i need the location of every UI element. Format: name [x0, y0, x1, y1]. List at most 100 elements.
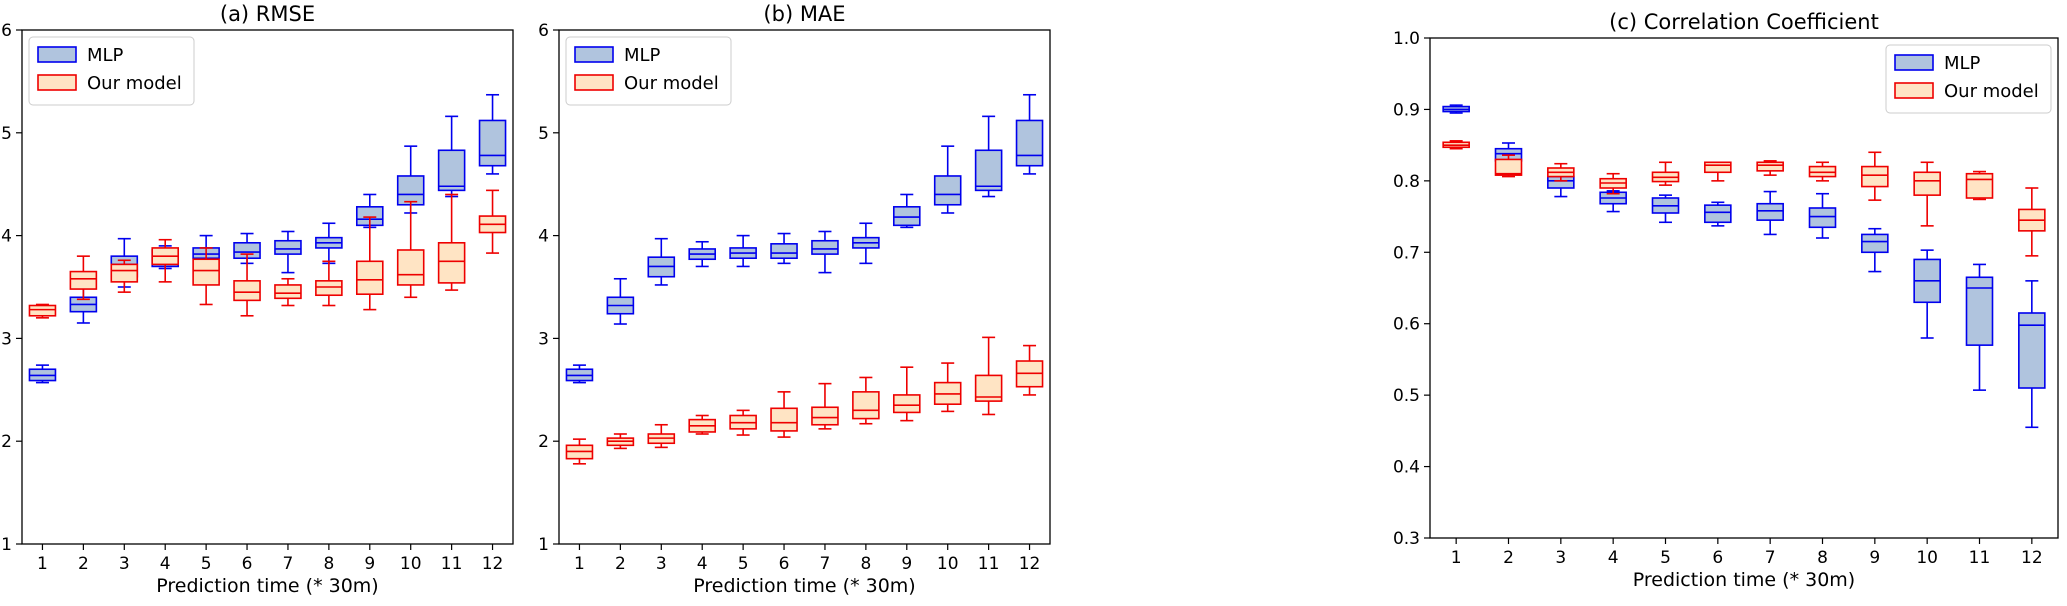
legend-label: MLP — [624, 45, 661, 66]
box-iqr — [1808, 207, 1837, 229]
box-our-model-6 — [233, 253, 261, 317]
box-our-model-12 — [478, 189, 507, 254]
box-our-model-3 — [647, 423, 676, 449]
x-tick-label: 4 — [1608, 548, 1619, 568]
chart-title: (b) MAE — [763, 2, 845, 26]
x-tick-label: 7 — [1765, 548, 1776, 568]
box-iqr — [355, 260, 384, 295]
x-tick-label: 8 — [1817, 548, 1828, 568]
box-mlp-8 — [1808, 192, 1837, 239]
box-iqr — [1861, 233, 1889, 254]
legend-swatch-our-model — [1894, 82, 1934, 99]
x-tick-label: 7 — [820, 554, 831, 574]
box-iqr — [437, 149, 466, 192]
box-iqr — [933, 175, 962, 206]
box-mlp-3 — [647, 237, 676, 286]
box-iqr — [974, 149, 1003, 192]
x-tick-label: 2 — [615, 554, 626, 574]
box-iqr — [28, 304, 57, 317]
box-mlp-2 — [69, 286, 98, 324]
box-iqr — [274, 284, 302, 300]
box-our-model-9 — [892, 366, 921, 422]
box-mlp-1 — [1442, 104, 1470, 114]
x-tick-label: 3 — [656, 554, 667, 574]
x-tick-label: 5 — [201, 554, 212, 574]
y-tick-label: 0.6 — [1393, 315, 1420, 335]
box-mlp-6 — [1704, 201, 1732, 227]
plot-frame — [558, 29, 1051, 545]
box-our-model-9 — [355, 216, 384, 311]
x-axis-label: Prediction time (* 30m) — [693, 575, 915, 597]
box-our-model-10 — [1913, 161, 1941, 227]
box-mlp-7 — [274, 230, 302, 274]
box-mlp-7 — [811, 230, 839, 274]
box-mlp-12 — [478, 93, 507, 175]
box-our-model-6 — [770, 391, 798, 438]
box-mlp-10 — [933, 145, 962, 214]
chart-title: (a) RMSE — [220, 2, 315, 26]
y-tick-label: 2 — [1, 432, 12, 452]
box-mlp-5 — [729, 234, 757, 268]
y-tick-label: 0.5 — [1393, 386, 1420, 406]
y-tick-label: 3 — [1, 329, 12, 349]
box-mlp-11 — [974, 115, 1003, 198]
box-iqr — [1913, 171, 1941, 196]
legend-swatch-our-model — [37, 74, 77, 91]
box-our-model-2 — [606, 433, 635, 450]
box-iqr — [2018, 312, 2046, 389]
box-iqr — [315, 280, 343, 297]
y-tick-label: 0.4 — [1393, 458, 1420, 478]
x-tick-label: 11 — [1969, 548, 1991, 568]
box-mlp-8 — [315, 222, 343, 265]
x-tick-label: 1 — [37, 554, 48, 574]
box-our-model-9 — [1861, 151, 1889, 201]
x-tick-label: 4 — [160, 554, 171, 574]
box-mlp-12 — [1015, 93, 1044, 175]
x-tick-label: 4 — [697, 554, 708, 574]
y-tick-label: 4 — [538, 227, 549, 247]
box-iqr — [110, 263, 139, 283]
box-iqr — [770, 243, 798, 260]
x-tick-label: 10 — [1916, 548, 1938, 568]
box-iqr — [1756, 161, 1784, 172]
x-tick-label: 5 — [738, 554, 749, 574]
box-iqr — [233, 280, 261, 302]
x-tick-label: 5 — [1660, 548, 1671, 568]
box-our-model-7 — [274, 277, 302, 307]
y-tick-label: 5 — [1, 124, 12, 144]
legend: MLP Our model — [1885, 44, 2052, 114]
box-mlp-9 — [892, 193, 921, 229]
box-our-model-7 — [1756, 160, 1784, 176]
x-tick-label: 10 — [400, 554, 422, 574]
box-iqr — [1756, 202, 1784, 221]
box-mlp-2 — [606, 277, 635, 325]
x-axis-label: Prediction time (* 30m) — [1633, 569, 1855, 591]
x-tick-label: 8 — [323, 554, 334, 574]
y-tick-label: 4 — [1, 227, 12, 247]
x-tick-label: 9 — [364, 554, 375, 574]
box-iqr — [69, 270, 98, 290]
box-our-model-8 — [315, 260, 343, 307]
x-tick-label: 12 — [1019, 554, 1041, 574]
box-iqr — [1965, 172, 1994, 199]
legend: MLP Our model — [565, 36, 732, 106]
y-tick-label: 1.0 — [1393, 29, 1420, 49]
x-tick-label: 8 — [860, 554, 871, 574]
box-iqr — [770, 407, 798, 432]
y-tick-label: 0.3 — [1393, 529, 1420, 549]
x-tick-label: 6 — [242, 554, 253, 574]
box-iqr — [892, 206, 921, 227]
box-our-model-6 — [1704, 161, 1732, 182]
y-tick-label: 2 — [538, 432, 549, 452]
box-mlp-6 — [770, 232, 798, 265]
box-our-model-1 — [565, 438, 594, 465]
x-tick-label: 12 — [2021, 548, 2043, 568]
x-tick-label: 6 — [779, 554, 790, 574]
legend-label: MLP — [87, 45, 124, 66]
x-axis-label: Prediction time (* 30m) — [156, 575, 378, 597]
box-our-model-2 — [1494, 154, 1523, 178]
x-tick-label: 7 — [283, 554, 294, 574]
box-iqr — [396, 249, 425, 286]
